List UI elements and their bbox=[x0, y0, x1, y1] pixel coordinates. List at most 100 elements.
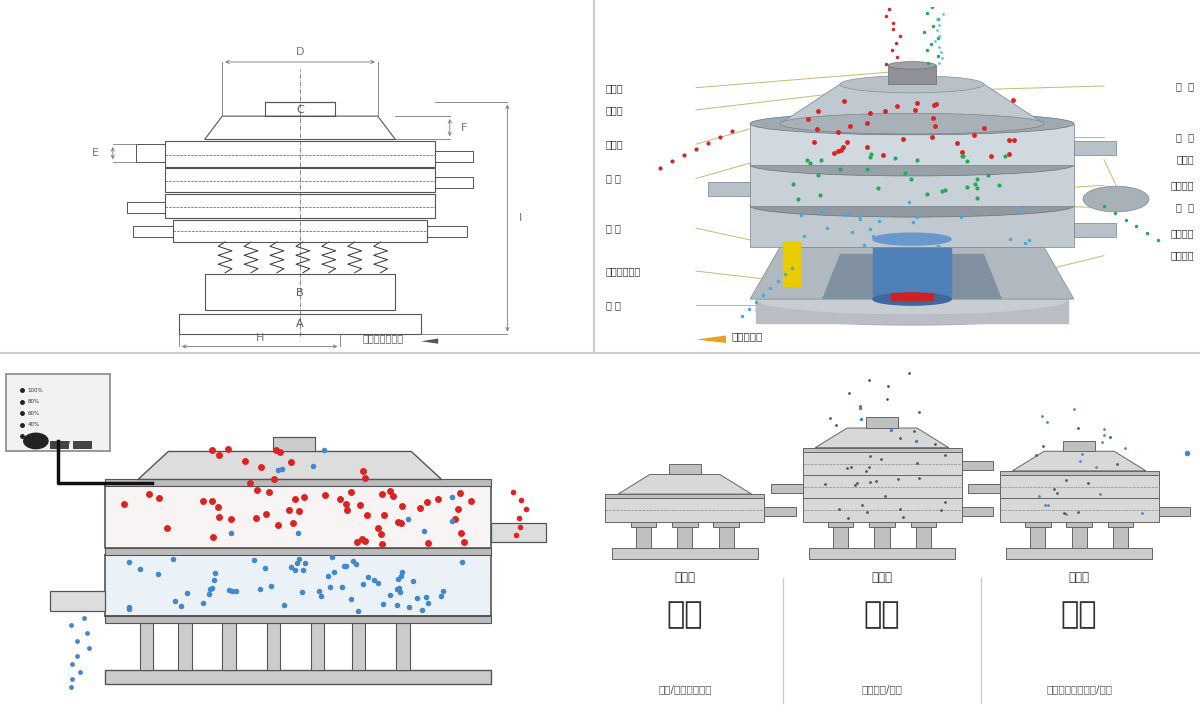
Polygon shape bbox=[618, 474, 751, 494]
Text: C: C bbox=[296, 105, 304, 115]
Bar bbox=[1000, 476, 1159, 498]
Bar bbox=[809, 548, 955, 558]
Bar bbox=[764, 507, 796, 516]
Text: 防尘盖: 防尘盖 bbox=[606, 105, 624, 115]
Bar bbox=[631, 521, 656, 527]
Bar bbox=[708, 182, 750, 196]
Bar bbox=[961, 507, 994, 516]
Bar bbox=[770, 484, 803, 493]
Text: 去除液体中的颗粒/异物: 去除液体中的颗粒/异物 bbox=[1046, 684, 1112, 694]
Ellipse shape bbox=[888, 61, 936, 69]
Text: power: power bbox=[55, 441, 72, 446]
Bar bbox=[139, 623, 152, 670]
Bar bbox=[127, 203, 164, 213]
Text: 过滤: 过滤 bbox=[864, 600, 900, 629]
Bar bbox=[104, 548, 491, 555]
Text: H: H bbox=[256, 333, 264, 343]
Ellipse shape bbox=[890, 293, 934, 301]
Text: 机 座: 机 座 bbox=[606, 301, 620, 311]
Bar bbox=[1074, 223, 1116, 237]
Bar bbox=[866, 417, 898, 428]
Bar bbox=[672, 521, 697, 527]
Bar bbox=[104, 616, 491, 623]
Bar bbox=[436, 177, 473, 188]
Bar bbox=[222, 623, 235, 670]
Text: 出料口: 出料口 bbox=[606, 139, 624, 149]
Polygon shape bbox=[138, 451, 442, 480]
Bar bbox=[756, 299, 1068, 323]
Bar bbox=[49, 441, 68, 448]
Ellipse shape bbox=[1084, 186, 1150, 212]
Bar bbox=[968, 484, 1000, 493]
Bar bbox=[1000, 471, 1159, 476]
Bar bbox=[136, 144, 164, 162]
Text: E: E bbox=[91, 148, 98, 158]
Bar bbox=[750, 165, 1074, 206]
Text: 40%: 40% bbox=[28, 423, 40, 428]
Ellipse shape bbox=[874, 293, 952, 305]
Bar bbox=[104, 486, 491, 548]
Bar bbox=[890, 293, 934, 300]
Ellipse shape bbox=[874, 233, 952, 245]
Circle shape bbox=[24, 433, 48, 448]
Bar bbox=[1112, 527, 1128, 548]
Bar bbox=[869, 521, 895, 527]
Bar bbox=[612, 548, 758, 558]
Polygon shape bbox=[815, 428, 949, 448]
Text: 分级: 分级 bbox=[666, 600, 703, 629]
Polygon shape bbox=[421, 338, 438, 343]
Bar bbox=[164, 194, 436, 218]
Text: 双层式: 双层式 bbox=[1069, 571, 1090, 584]
Bar bbox=[1074, 141, 1116, 154]
Text: 单层式: 单层式 bbox=[674, 571, 695, 584]
Bar bbox=[1006, 548, 1152, 558]
Bar bbox=[164, 141, 436, 166]
Bar bbox=[668, 464, 701, 474]
Bar bbox=[352, 623, 366, 670]
Bar bbox=[274, 438, 314, 451]
Ellipse shape bbox=[840, 76, 984, 93]
Bar bbox=[1030, 527, 1045, 548]
Bar bbox=[104, 480, 491, 486]
Text: D: D bbox=[295, 47, 305, 57]
Text: F: F bbox=[461, 123, 468, 133]
Bar bbox=[875, 527, 889, 548]
Bar bbox=[784, 242, 800, 286]
Text: 加重块: 加重块 bbox=[1176, 155, 1194, 165]
Text: 80%: 80% bbox=[28, 399, 40, 404]
Bar bbox=[803, 476, 961, 498]
Bar bbox=[874, 239, 952, 299]
Bar bbox=[265, 101, 335, 116]
Ellipse shape bbox=[750, 195, 1074, 217]
Bar bbox=[750, 206, 1074, 247]
Bar bbox=[1025, 521, 1050, 527]
Text: 束 环: 束 环 bbox=[606, 174, 620, 183]
Text: 筛  网: 筛 网 bbox=[1176, 81, 1194, 91]
Text: 振动电机: 振动电机 bbox=[1170, 228, 1194, 238]
Bar bbox=[833, 527, 848, 548]
Bar bbox=[6, 374, 110, 451]
Bar bbox=[49, 591, 104, 610]
Text: 粒径范围：<150μm ≥150μm ≥300μm ≥500μm ≥700μm ≥900μm ≥1.0mm ≥1.5mm: 粒径范围：<150μm ≥150μm ≥300μm ≥500μm ≥700μm … bbox=[176, 529, 398, 535]
Bar bbox=[750, 124, 1074, 165]
Ellipse shape bbox=[750, 113, 1074, 135]
Ellipse shape bbox=[756, 296, 1068, 325]
Ellipse shape bbox=[756, 285, 1068, 313]
Text: A: A bbox=[296, 319, 304, 329]
Bar bbox=[605, 498, 764, 521]
Bar bbox=[828, 521, 853, 527]
Text: 弹 簧: 弹 簧 bbox=[606, 223, 620, 233]
Bar bbox=[1000, 498, 1159, 521]
Bar bbox=[1063, 441, 1096, 451]
Bar bbox=[164, 169, 436, 192]
Bar bbox=[1159, 507, 1190, 516]
Ellipse shape bbox=[750, 154, 1074, 176]
Bar bbox=[636, 527, 652, 548]
Text: 除杂: 除杂 bbox=[1061, 600, 1098, 629]
Bar bbox=[179, 623, 192, 670]
Bar bbox=[133, 226, 173, 238]
Polygon shape bbox=[822, 254, 1002, 299]
Text: 60%: 60% bbox=[28, 411, 40, 416]
Bar bbox=[911, 521, 936, 527]
Text: 去除异物/结块: 去除异物/结块 bbox=[862, 684, 902, 694]
